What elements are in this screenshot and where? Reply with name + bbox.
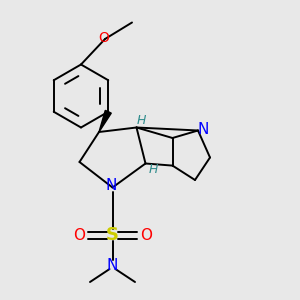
Text: N: N <box>198 122 209 136</box>
Text: O: O <box>98 32 109 45</box>
Text: S: S <box>106 226 119 244</box>
Polygon shape <box>99 110 111 132</box>
Text: N: N <box>107 258 118 273</box>
Text: H: H <box>136 114 146 127</box>
Text: H: H <box>148 163 158 176</box>
Text: N: N <box>105 178 117 194</box>
Text: O: O <box>73 228 85 243</box>
Text: O: O <box>140 228 152 243</box>
